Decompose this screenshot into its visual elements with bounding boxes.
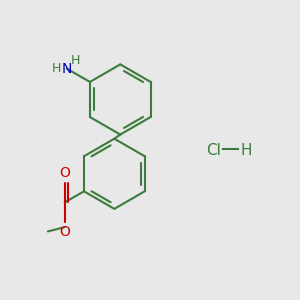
Text: O: O (59, 225, 70, 239)
Text: H: H (52, 62, 62, 75)
Text: H: H (70, 54, 80, 67)
Text: H: H (241, 142, 252, 158)
Text: N: N (61, 61, 72, 76)
Text: O: O (59, 166, 70, 180)
Text: Cl: Cl (206, 142, 221, 158)
